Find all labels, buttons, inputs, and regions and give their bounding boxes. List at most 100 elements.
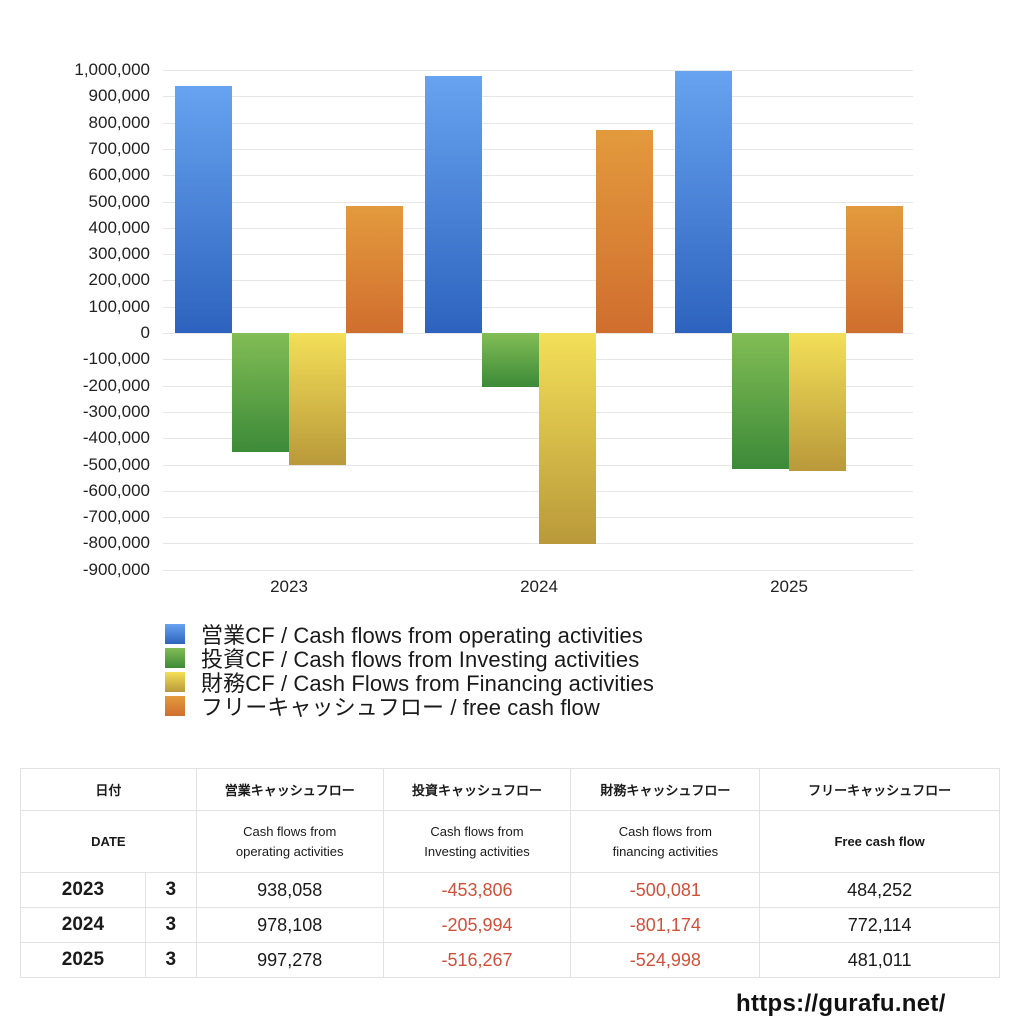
y-tick-label: 1,000,000 bbox=[74, 60, 150, 79]
month-cell: 3 bbox=[144, 907, 197, 943]
y-tick-label: 0 bbox=[140, 323, 150, 342]
gridline bbox=[163, 570, 913, 571]
y-tick-label: -800,000 bbox=[82, 533, 150, 553]
y-tick-label: 500,000 bbox=[88, 191, 150, 211]
legend-label: 財務CF / Cash Flows from Financing activit… bbox=[201, 671, 654, 696]
year-cell: 2024 bbox=[20, 907, 146, 943]
gridline bbox=[163, 254, 913, 255]
investing-cell: -516,267 bbox=[382, 942, 572, 978]
financing-bar bbox=[539, 333, 596, 544]
header-operating-en: Cash flows from operating activities bbox=[195, 810, 384, 873]
financing-cell: -500,081 bbox=[570, 872, 761, 908]
investing-bar bbox=[482, 333, 539, 388]
site-url-link[interactable]: https://gurafu.net/ bbox=[736, 990, 946, 1017]
x-tick-label: 2023 bbox=[270, 577, 308, 596]
y-tick-label: 200,000 bbox=[88, 270, 150, 290]
table-row: 2023 3 938,058 -453,806 -500,081 484,252 bbox=[20, 872, 1000, 908]
free-cash-flow-bar bbox=[346, 205, 403, 333]
y-tick-label: 400,000 bbox=[88, 217, 150, 237]
x-tick-label: 2025 bbox=[770, 577, 808, 596]
free-cash-flow-bar bbox=[596, 129, 653, 333]
free-cash-flow-swatch-icon bbox=[165, 696, 185, 716]
y-tick-label: -900,000 bbox=[82, 559, 150, 579]
header-financing-en: Cash flows from financing activities bbox=[570, 810, 761, 873]
financing-cell: -524,998 bbox=[570, 942, 761, 978]
free-cell: 481,011 bbox=[759, 942, 1000, 978]
header-line: operating activities bbox=[235, 843, 344, 859]
x-tick-label: 2024 bbox=[520, 577, 558, 596]
free-cell: 772,114 bbox=[759, 907, 1000, 943]
investing-swatch-icon bbox=[165, 648, 185, 668]
gridline bbox=[163, 438, 913, 439]
gridline bbox=[163, 517, 913, 518]
investing-bar bbox=[732, 333, 789, 469]
y-tick-label: 700,000 bbox=[88, 138, 150, 158]
legend-label: フリーキャッシュフロー / free cash flow bbox=[201, 695, 600, 720]
gridline bbox=[163, 280, 913, 281]
y-tick-label: -400,000 bbox=[82, 428, 150, 448]
financing-swatch-icon bbox=[165, 672, 185, 692]
operating-bar bbox=[425, 75, 482, 333]
y-tick-label: 900,000 bbox=[88, 86, 150, 106]
legend-item-investing: 投資CF / Cash flows from Investing activit… bbox=[165, 646, 654, 672]
header-line: Cash flows from bbox=[618, 823, 712, 839]
operating-cell: 938,058 bbox=[195, 872, 384, 908]
operating-bar bbox=[175, 86, 232, 333]
header-date-jp: 日付 bbox=[20, 768, 197, 811]
table-row: 2024 3 978,108 -205,994 -801,174 772,114 bbox=[20, 907, 1000, 943]
financing-bar bbox=[789, 333, 846, 472]
free-cash-flow-bar bbox=[846, 206, 903, 333]
table-header-en: DATE Cash flows from operating activities… bbox=[20, 810, 1000, 873]
y-tick-label: 100,000 bbox=[88, 296, 150, 316]
legend-item-operating: 営業CF / Cash flows from operating activit… bbox=[165, 622, 654, 648]
investing-bar bbox=[232, 333, 289, 453]
y-tick-label: -500,000 bbox=[82, 454, 150, 474]
gridline bbox=[163, 123, 913, 124]
header-line: financing activities bbox=[612, 843, 719, 859]
legend-item-free-cash-flow: フリーキャッシュフロー / free cash flow bbox=[165, 694, 654, 720]
cash-flow-table: 日付 営業キャッシュフロー 投資キャッシュフロー 財務キャッシュフロー フリーキ… bbox=[20, 768, 1000, 978]
operating-cell: 978,108 bbox=[195, 907, 384, 943]
operating-swatch-icon bbox=[165, 624, 185, 644]
y-tick-label: -600,000 bbox=[82, 480, 150, 500]
y-tick-label: -300,000 bbox=[82, 401, 150, 421]
header-line: Cash flows from bbox=[430, 823, 524, 839]
legend-item-financing: 財務CF / Cash Flows from Financing activit… bbox=[165, 670, 654, 696]
chart-legend: 営業CF / Cash flows from operating activit… bbox=[165, 622, 654, 720]
header-free-en: Free cash flow bbox=[759, 810, 1000, 873]
gridline bbox=[163, 70, 913, 71]
gridline bbox=[163, 202, 913, 203]
financing-bar bbox=[289, 333, 346, 465]
legend-label: 営業CF / Cash flows from operating activit… bbox=[201, 623, 643, 648]
gridline bbox=[163, 175, 913, 176]
y-tick-label: 300,000 bbox=[88, 244, 150, 264]
gridline bbox=[163, 228, 913, 229]
header-investing-jp: 投資キャッシュフロー bbox=[382, 768, 572, 811]
gridline bbox=[163, 307, 913, 308]
gridline bbox=[163, 412, 913, 413]
gridline bbox=[163, 465, 913, 466]
legend-label: 投資CF / Cash flows from Investing activit… bbox=[201, 647, 640, 672]
y-tick-label: 600,000 bbox=[88, 165, 150, 185]
gridline bbox=[163, 491, 913, 492]
operating-cell: 997,278 bbox=[195, 942, 384, 978]
gridline bbox=[163, 149, 913, 150]
header-free-jp: フリーキャッシュフロー bbox=[759, 768, 1000, 811]
header-line: Cash flows from bbox=[243, 823, 337, 839]
gridline bbox=[163, 543, 913, 544]
investing-cell: -453,806 bbox=[382, 872, 572, 908]
y-tick-label: -200,000 bbox=[82, 375, 150, 395]
header-financing-jp: 財務キャッシュフロー bbox=[570, 768, 761, 811]
cash-flow-bar-chart: 1,000,000 900,000 800,000 700,000 600,000 500… bbox=[74, 60, 913, 596]
operating-bar bbox=[675, 70, 732, 333]
y-tick-label: -100,000 bbox=[82, 349, 150, 369]
month-cell: 3 bbox=[144, 872, 197, 908]
y-tick-label: -700,000 bbox=[82, 507, 150, 527]
year-cell: 2023 bbox=[20, 872, 146, 908]
header-operating-jp: 営業キャッシュフロー bbox=[195, 768, 384, 811]
investing-cell: -205,994 bbox=[382, 907, 572, 943]
header-investing-en: Cash flows from Investing activities bbox=[382, 810, 572, 873]
financing-cell: -801,174 bbox=[570, 907, 761, 943]
free-cell: 484,252 bbox=[759, 872, 1000, 908]
table-row: 2025 3 997,278 -516,267 -524,998 481,011 bbox=[20, 942, 1000, 978]
